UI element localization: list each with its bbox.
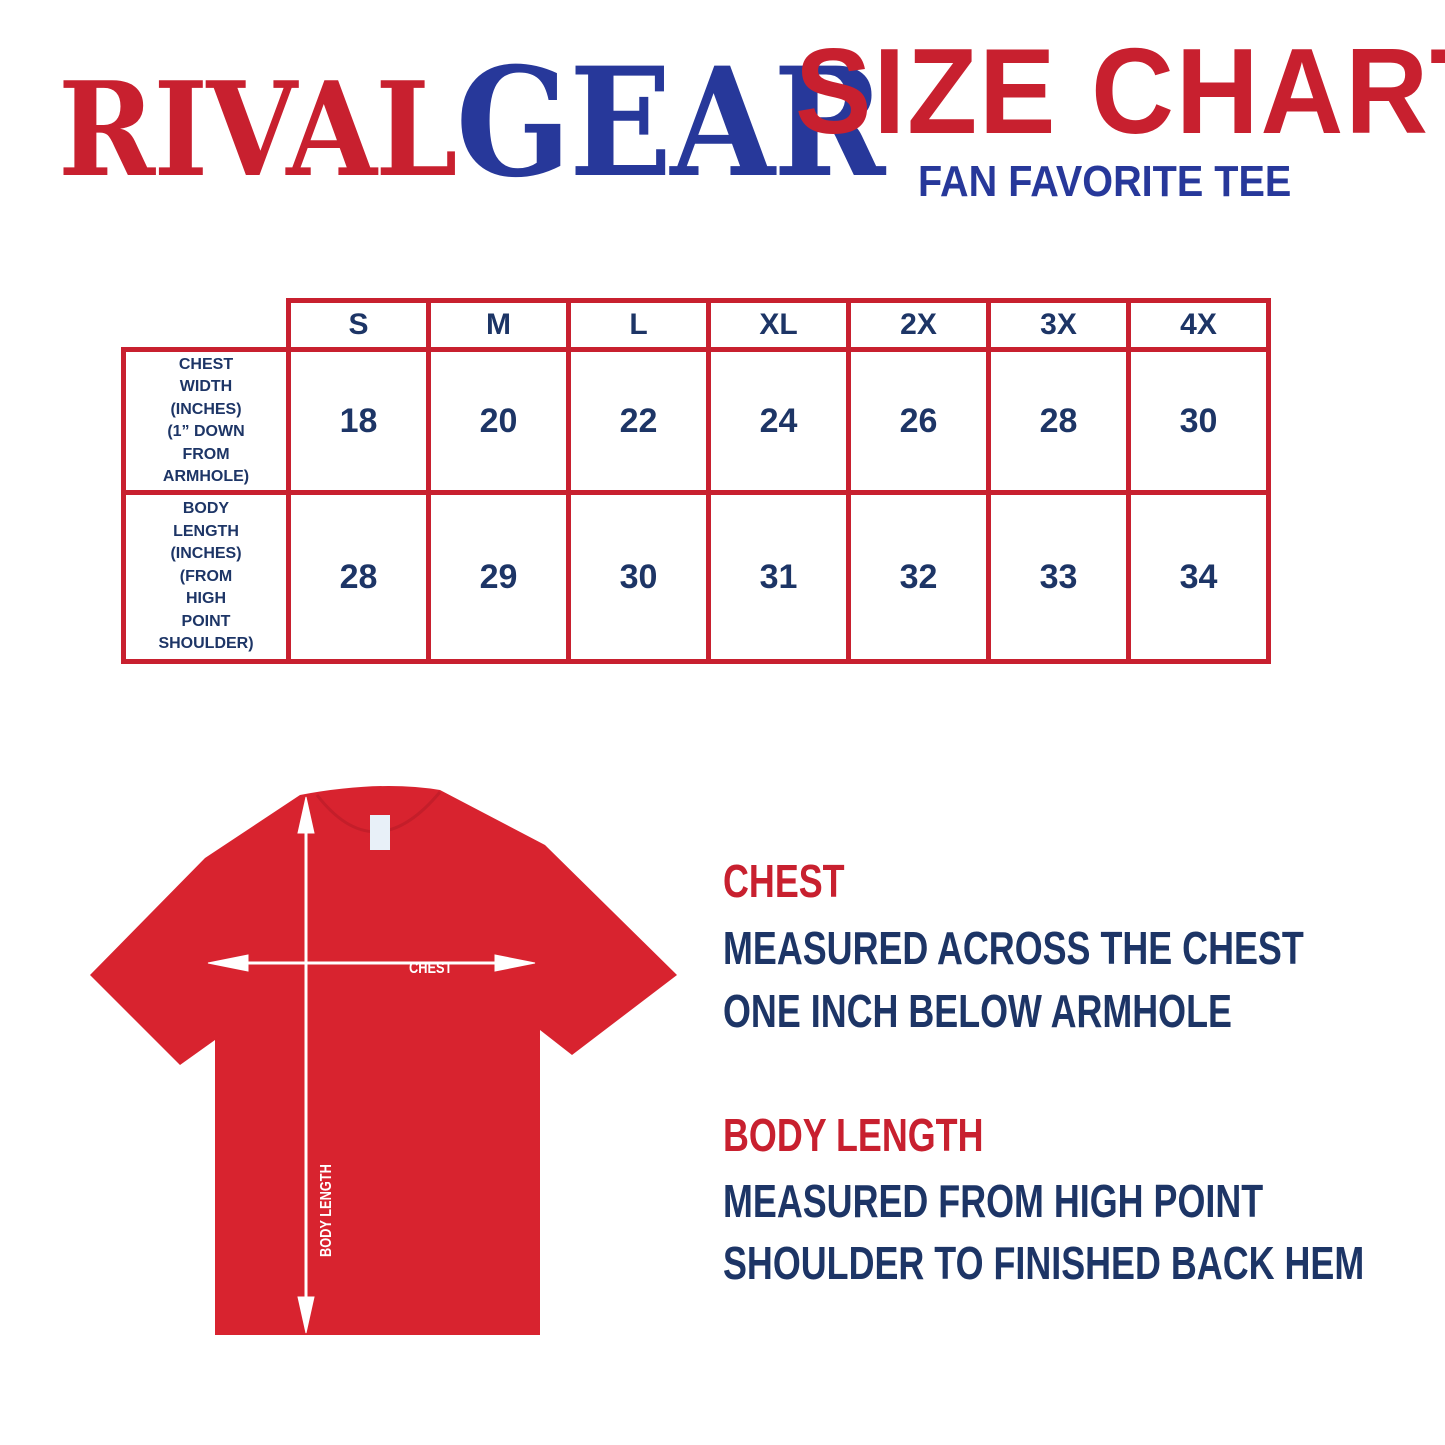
- table-cell: 28: [286, 490, 431, 664]
- table-row-body-length: BODY LENGTH (INCHES) (FROM HIGH POINT SH…: [121, 490, 1271, 664]
- size-header: 2X: [846, 298, 991, 352]
- logo-gear: GEAR: [455, 35, 886, 211]
- tshirt-shape: [90, 786, 677, 1335]
- table-cell: 28: [986, 347, 1131, 495]
- table-row-chest: CHEST WIDTH (INCHES) (1” DOWN FROM ARMHO…: [121, 347, 1271, 495]
- brand-logo: RIVALGEAR: [58, 48, 885, 206]
- neck-label: [370, 815, 390, 850]
- table-cell: 33: [986, 490, 1131, 664]
- logo-rival: RIVAL: [58, 53, 458, 206]
- arrow-up-icon: [297, 796, 315, 834]
- table-cell: 32: [846, 490, 991, 664]
- row-label-body-length: BODY LENGTH (INCHES) (FROM HIGH POINT SH…: [121, 490, 291, 664]
- corner-cell: [123, 300, 291, 352]
- body-length-desc-line: SHOULDER TO FINISHED BACK HEM: [723, 1237, 1365, 1289]
- table-cell: 26: [846, 347, 991, 495]
- chest-heading: CHEST: [723, 855, 845, 907]
- size-header-row: S M L XL 2X 3X 4X: [123, 298, 1271, 352]
- chest-desc-line: ONE INCH BELOW ARMHOLE: [723, 985, 1232, 1037]
- label-line: ARMHOLE): [162, 468, 250, 485]
- size-header: L: [566, 298, 711, 352]
- label-line: WIDTH: [179, 378, 233, 395]
- label-line: (1” DOWN: [167, 423, 245, 440]
- size-header: S: [286, 298, 431, 352]
- size-header: 3X: [986, 298, 1131, 352]
- size-header: XL: [706, 298, 851, 352]
- table-cell: 30: [1126, 347, 1271, 495]
- label-line: SHOULDER): [158, 635, 254, 653]
- label-line: LENGTH: [173, 522, 239, 540]
- label-line: FROM: [182, 445, 230, 463]
- label-line: (INCHES): [170, 545, 242, 563]
- body-length-heading: BODY LENGTH: [723, 1109, 984, 1161]
- chest-desc-line: MEASURED ACROSS THE CHEST: [723, 922, 1304, 974]
- table-cell: 18: [286, 347, 431, 495]
- size-header: 4X: [1126, 298, 1271, 352]
- label-line: (FROM: [179, 567, 233, 585]
- table-cell: 34: [1126, 490, 1271, 664]
- table-cell: 24: [706, 347, 851, 495]
- label-line: (INCHES): [170, 400, 242, 418]
- label-line: HIGH: [186, 590, 226, 608]
- table-cell: 30: [566, 490, 711, 664]
- row-label-chest: CHEST WIDTH (INCHES) (1” DOWN FROM ARMHO…: [121, 347, 291, 495]
- body-length-desc-line: MEASURED FROM HIGH POINT: [723, 1175, 1264, 1227]
- length-diagram-label: BODY LENGTH: [318, 1164, 336, 1257]
- size-header: M: [426, 298, 571, 352]
- arrow-left-icon: [207, 954, 249, 972]
- size-table: S M L XL 2X 3X 4X CHEST WIDTH (INCHES) (…: [121, 298, 1271, 664]
- product-subtitle: FAN FAVORITE TEE: [918, 157, 1292, 206]
- table-cell: 29: [426, 490, 571, 664]
- label-line: BODY: [182, 500, 230, 518]
- measure-arrows: [207, 796, 536, 1334]
- label-line: POINT: [181, 612, 231, 630]
- table-cell: 31: [706, 490, 851, 664]
- label-line: CHEST: [178, 355, 234, 373]
- arrow-down-icon: [297, 1296, 315, 1334]
- table-cell: 20: [426, 347, 571, 495]
- arrow-right-icon: [494, 954, 536, 972]
- table-cell: 22: [566, 347, 711, 495]
- chest-diagram-label: CHEST: [409, 960, 452, 978]
- page-title: SIZE CHART: [795, 23, 1445, 159]
